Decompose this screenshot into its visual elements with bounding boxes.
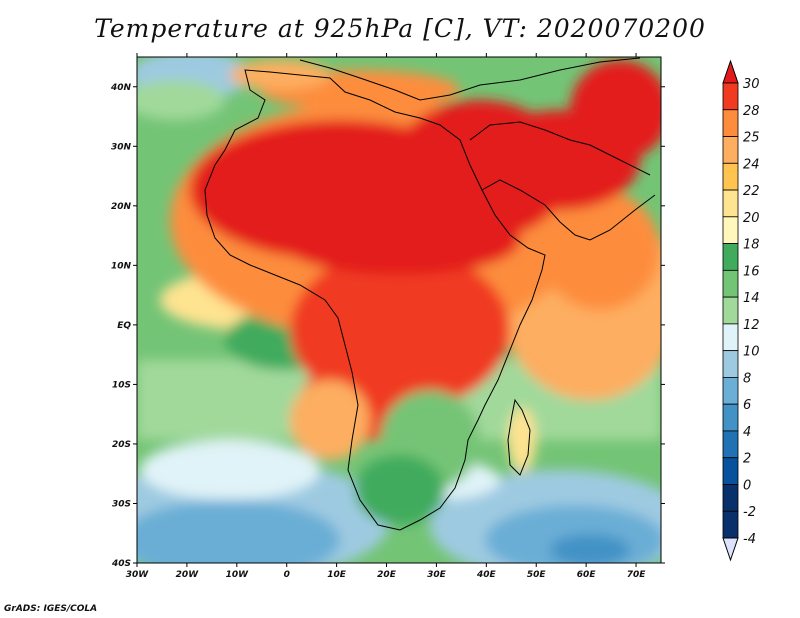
colorbar-label: 14 xyxy=(743,291,760,306)
colorbar-label: 20 xyxy=(743,211,760,226)
colorbar-segment xyxy=(722,109,739,137)
x-tick-label: 50E xyxy=(527,570,547,580)
map-title: Temperature at 925hPa [C], VT: 202007020… xyxy=(94,14,706,43)
y-tick-label: 20N xyxy=(111,202,132,212)
colorbar-label: 22 xyxy=(743,184,760,199)
colorbar-segment xyxy=(722,189,739,218)
coastlines xyxy=(204,57,656,531)
colorbar-label: 12 xyxy=(743,318,760,333)
y-tick-label: EQ xyxy=(117,321,131,331)
colorbar-segment xyxy=(722,296,739,325)
x-tick-label: 20E xyxy=(377,570,397,580)
x-tick-label: 10E xyxy=(327,570,347,580)
map-axes: 30W 20W 10W 0 10E 20E 30E 40E 50E 60E 70E 40S 30S 20S… xyxy=(110,53,665,580)
colorbar-segment xyxy=(722,82,739,111)
colorbar-segment xyxy=(722,484,739,512)
y-tick-label: 10S xyxy=(112,380,131,390)
temperature-field xyxy=(137,57,661,563)
colorbar-label: 28 xyxy=(743,104,760,119)
colorbar-label: -2 xyxy=(743,505,756,520)
colorbar-segment xyxy=(722,269,739,298)
map-frame xyxy=(136,56,662,564)
colorbar-segment xyxy=(722,243,739,271)
colorbar-segment xyxy=(722,377,739,405)
x-tick-label: 40E xyxy=(476,570,497,580)
y-tick-label: 20S xyxy=(112,440,131,450)
colorbar-label: 25 xyxy=(743,131,760,146)
colorbar-bottom-arrow xyxy=(722,537,739,562)
colorbar-segment xyxy=(722,162,739,191)
colorbar-label: 18 xyxy=(743,238,760,253)
colorbar-label: 10 xyxy=(743,345,760,360)
colorbar-label: 6 xyxy=(743,398,751,413)
colorbar-label: 24 xyxy=(743,157,760,172)
x-tick-label: 30W xyxy=(126,570,150,580)
colorbar-segment xyxy=(722,323,739,352)
colorbar-label: -4 xyxy=(743,532,756,547)
y-tick-label: 40N xyxy=(110,83,132,93)
colorbar-label: 4 xyxy=(743,425,751,440)
colorbar-segment xyxy=(722,216,739,244)
y-tick-label: 30S xyxy=(112,499,131,509)
colorbar-segment xyxy=(722,457,739,485)
x-tick-label: 10W xyxy=(226,570,250,580)
y-tick-label: 40S xyxy=(111,559,131,569)
y-tick-label: 30N xyxy=(111,142,132,152)
y-tick-label: 10N xyxy=(111,261,132,271)
colorbar-segment xyxy=(722,350,739,378)
colorbar-label: 2 xyxy=(743,452,751,467)
x-tick-label: 30E xyxy=(427,570,447,580)
colorbar-label: 30 xyxy=(743,77,760,92)
colorbar-top-arrow xyxy=(722,59,739,84)
colorbar-segment xyxy=(722,510,739,539)
colorbar-label: 8 xyxy=(743,371,751,386)
x-tick-label: 20W xyxy=(176,570,200,580)
x-tick-label: 70E xyxy=(627,570,647,580)
colorbar-segment xyxy=(722,136,739,164)
x-tick-label: 60E xyxy=(577,570,597,580)
colorbar-label: 16 xyxy=(743,264,760,279)
colorbar-segment xyxy=(722,430,739,459)
grads-credit: GrADS: IGES/COLA xyxy=(4,604,98,614)
colorbar-segment xyxy=(722,403,739,432)
x-tick-label: 0 xyxy=(284,570,290,580)
colorbar-label: 0 xyxy=(743,478,751,493)
